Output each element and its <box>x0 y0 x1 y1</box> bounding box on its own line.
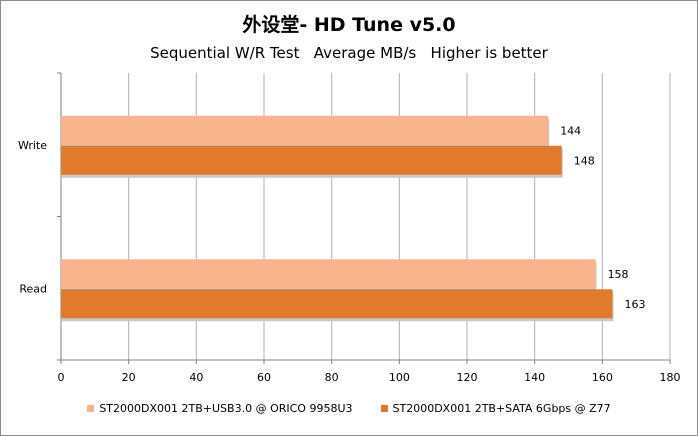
bar <box>61 145 562 175</box>
bar <box>61 115 549 145</box>
chart-legend: ST2000DX001 2TB+USB3.0 @ ORICO 9958U3 ST2… <box>0 402 698 415</box>
legend-item: ST2000DX001 2TB+SATA 6Gbps @ Z77 <box>380 402 611 415</box>
chart-subtitle: Sequential W/R Test Average MB/s Higher … <box>150 44 548 62</box>
x-tick-label: 180 <box>660 371 681 384</box>
x-tick-label: 120 <box>457 371 478 384</box>
chart-title: 外设堂- HD Tune v5.0 <box>242 14 456 36</box>
data-label: 158 <box>608 268 629 281</box>
x-tick-label: 0 <box>58 371 65 384</box>
x-tick-label: 60 <box>257 371 271 384</box>
bar <box>61 289 613 319</box>
x-tick-label: 80 <box>325 371 339 384</box>
data-label: 144 <box>560 124 581 137</box>
data-label: 163 <box>624 298 645 311</box>
x-tick-label: 20 <box>122 371 136 384</box>
x-tick-label: 160 <box>592 371 613 384</box>
legend-swatch <box>380 405 388 412</box>
bar <box>61 259 596 289</box>
legend-label: ST2000DX001 2TB+USB3.0 @ ORICO 9958U3 <box>99 402 353 415</box>
legend-item: ST2000DX001 2TB+USB3.0 @ ORICO 9958U3 <box>87 402 353 415</box>
legend-swatch <box>87 405 95 412</box>
legend-label: ST2000DX001 2TB+SATA 6Gbps @ Z77 <box>392 402 611 415</box>
x-tick-label: 140 <box>524 371 545 384</box>
x-tick-label: 40 <box>189 371 203 384</box>
category-label: Write <box>18 139 47 152</box>
data-label: 148 <box>574 154 595 167</box>
x-tick-label: 100 <box>389 371 410 384</box>
category-label: Read <box>19 282 47 295</box>
